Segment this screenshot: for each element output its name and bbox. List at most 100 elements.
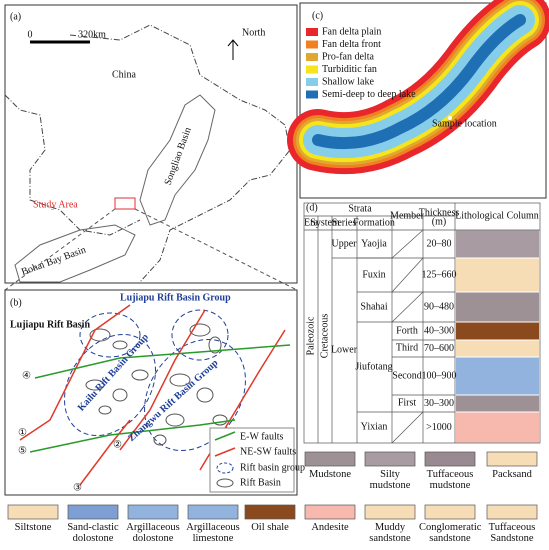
rift-basins	[85, 323, 228, 446]
lithology-swatch	[304, 451, 356, 467]
zoom-line	[4, 208, 298, 291]
facies-zone	[312, 14, 526, 150]
legend-swatch	[216, 462, 234, 474]
lithology-band	[456, 292, 539, 322]
legend-swatch	[306, 28, 318, 36]
lithology-label: Tuffaceous mudstone	[426, 469, 474, 491]
lithology-swatch	[364, 451, 416, 467]
table-text: Thickness	[419, 207, 460, 218]
country-label: China	[112, 69, 136, 80]
lithology-label: Conglomeratic sandstone	[419, 522, 482, 544]
rule	[391, 257, 424, 293]
lithology-swatch	[304, 504, 356, 520]
legend-label: Rift basin group	[240, 462, 305, 473]
rule	[391, 291, 424, 323]
table-text: Lithological Column	[455, 210, 539, 221]
legend-label: Turbiditic fan	[322, 64, 377, 75]
panel-c-frame	[299, 2, 547, 199]
table-text: System	[310, 217, 340, 228]
north-arrow	[227, 39, 239, 60]
table-text: Third	[396, 342, 418, 353]
table-text: Formation	[353, 217, 395, 228]
panel-label: (c)	[312, 10, 323, 21]
table-text: Cretaceous	[319, 314, 330, 359]
legend-swatch	[306, 90, 318, 99]
lithology-label: Mudstone	[309, 469, 351, 480]
bohai-basin	[14, 224, 136, 283]
table-text: Second	[392, 370, 421, 381]
table-text: 70–600	[424, 343, 454, 354]
sample-label: Sample location	[432, 118, 497, 129]
table-text: Member	[390, 210, 425, 221]
scale-label: 320km	[78, 29, 106, 40]
north-label: North	[242, 27, 265, 38]
table-text: Yixian	[361, 421, 388, 432]
lithology-label: Muddy sandstone	[369, 522, 411, 544]
fault-number: ⑤	[18, 445, 27, 456]
border	[4, 24, 291, 283]
table-text: Shahai	[360, 301, 387, 312]
table-text: Strata	[348, 203, 372, 214]
lithology-label: Siltstone	[14, 522, 52, 533]
table-text: Jiufotang	[355, 361, 392, 372]
table-text: 30–300	[424, 398, 454, 409]
table-text: 125–660	[422, 269, 457, 280]
lithology-swatch	[127, 504, 179, 520]
study-area-box	[114, 197, 136, 210]
facies-map	[287, 0, 549, 175]
lithology-swatch	[7, 504, 59, 520]
lithology-band	[456, 395, 539, 412]
lithology-band	[456, 357, 539, 395]
table-text: 100–900	[422, 370, 457, 381]
table-text: 20–80	[427, 238, 452, 249]
lithology-label: Packsand	[492, 469, 532, 480]
basin-label: Lujiapu Rift Basin	[10, 319, 90, 330]
lithology-label: Argillaceous dolostone	[126, 522, 180, 544]
legend-swatch	[306, 53, 318, 61]
fault-number: ③	[73, 482, 82, 493]
panel-b-frame	[4, 289, 298, 496]
lithology-swatch	[486, 504, 538, 520]
lithology-label: Oil shale	[251, 522, 289, 533]
songliao-basin	[139, 94, 216, 226]
table-text: First	[398, 397, 417, 408]
lithology-label: Argillaceous limestone	[186, 522, 240, 544]
table-text: >1000	[426, 422, 452, 433]
legend-label: NE-SW faults	[240, 446, 296, 457]
lithology-label: Sand-clastic dolostone	[67, 522, 119, 544]
legend-label: Fan delta front	[322, 39, 381, 50]
e-w-faults	[29, 344, 291, 453]
panel-label: (d)	[306, 202, 318, 213]
fault-number: ②	[113, 439, 122, 450]
legend-label: E-W faults	[240, 431, 284, 442]
lithology-swatch	[424, 451, 476, 467]
legend-swatch	[214, 431, 236, 441]
table-text: 40–300	[424, 325, 454, 336]
lithology-band	[456, 258, 539, 292]
table-text: Lower	[331, 344, 358, 355]
legend-label: Fan delta plain	[322, 26, 381, 37]
sample-point	[448, 116, 452, 120]
table-text: Upper	[332, 238, 358, 249]
lithology-swatch	[364, 504, 416, 520]
legend-label: Rift Basin	[240, 477, 281, 488]
scale-label: 0	[28, 29, 33, 40]
table-text: Fuxin	[362, 269, 385, 280]
lithology-band	[456, 340, 539, 357]
legend-label: Semi-deep to deep lake	[322, 89, 416, 100]
fault-number: ①	[18, 427, 27, 438]
panel-label: (a)	[10, 11, 21, 22]
lithology-swatch	[486, 451, 538, 467]
table-text: (m)	[432, 216, 446, 227]
legend-box	[209, 427, 295, 493]
table-text: Series	[332, 217, 357, 228]
lithology-label: Andesite	[311, 522, 349, 533]
legend-swatch	[306, 65, 318, 74]
lithology-label: Silty mudstone	[369, 469, 411, 491]
legend-swatch	[216, 478, 234, 488]
lithology-label: Tuffaceous Sandstone	[488, 522, 536, 544]
group-title: Lujiapu Rift Basin Group	[120, 292, 231, 303]
